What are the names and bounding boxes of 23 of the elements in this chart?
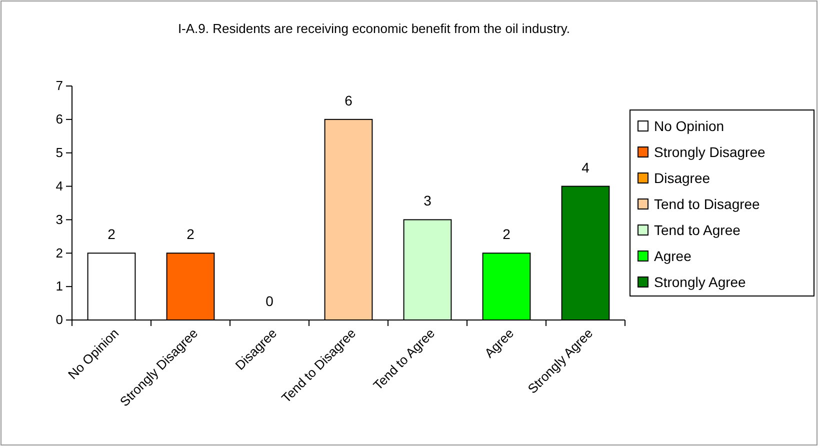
- y-tick-label: 1: [56, 278, 63, 294]
- legend-label: Strongly Disagree: [654, 144, 766, 160]
- y-tick-label: 2: [56, 245, 63, 260]
- y-tick-label: 6: [56, 112, 63, 127]
- legend-label: Agree: [654, 248, 692, 264]
- legend-label: Disagree: [654, 170, 710, 186]
- data-label: 3: [424, 192, 432, 209]
- chart-title: I-A.9. Residents are receiving economic benefit from the oil industry.: [178, 21, 570, 36]
- legend-label: Tend to Agree: [654, 222, 741, 238]
- y-tick-label: 0: [56, 312, 63, 328]
- data-label: 2: [502, 226, 511, 242]
- y-tick-label: 4: [56, 178, 63, 194]
- legend-label: No Opinion: [654, 118, 724, 134]
- y-tick-label: 5: [56, 145, 63, 160]
- y-tick-label: 3: [56, 212, 63, 227]
- data-label: 2: [108, 226, 116, 242]
- legend-label: Strongly Agree: [654, 274, 746, 290]
- data-label: 2: [186, 226, 195, 242]
- data-label: 6: [344, 92, 353, 108]
- data-label: 4: [582, 159, 590, 176]
- y-tick-label: 7: [56, 78, 63, 94]
- data-label: 0: [266, 293, 274, 309]
- legend-label: Tend to Disagree: [654, 196, 760, 212]
